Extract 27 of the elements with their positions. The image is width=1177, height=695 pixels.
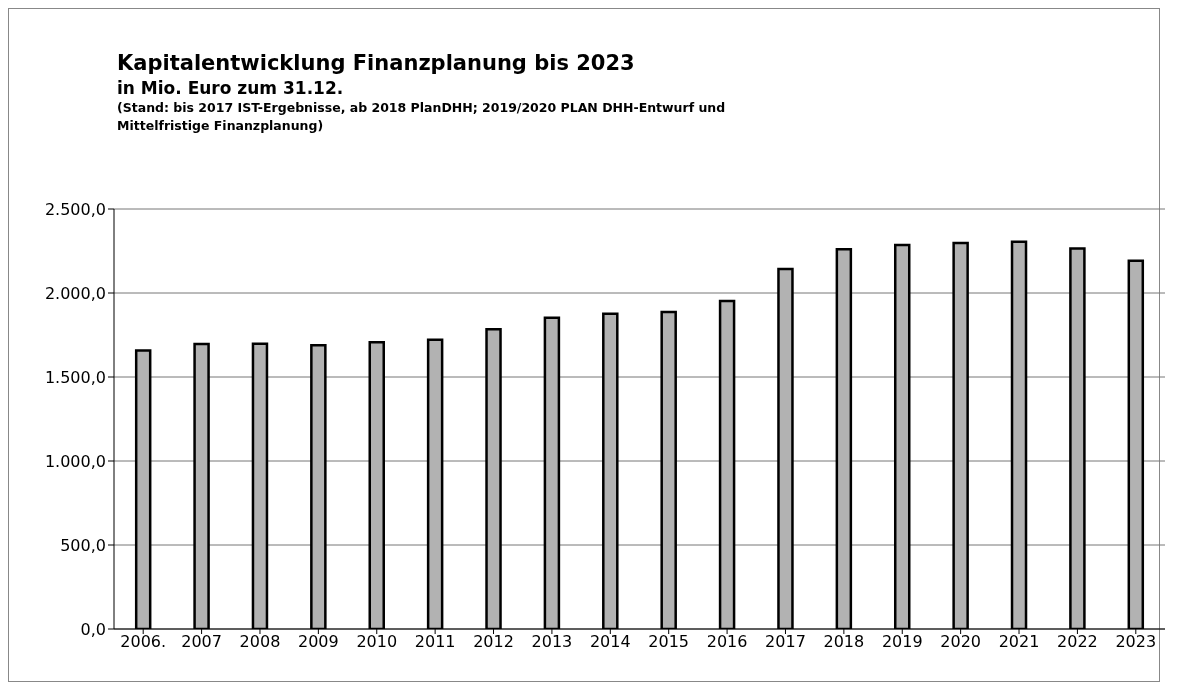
x-tick-label: 2013 (531, 632, 573, 652)
x-tick-label: 2023 (1115, 632, 1157, 652)
x-tick-label: 2015 (648, 632, 690, 652)
x-tick-label: 2018 (823, 632, 865, 652)
x-tick-label: 2022 (1057, 632, 1098, 652)
x-tick-label: 2014 (589, 632, 631, 652)
chart-subtitle: in Mio. Euro zum 31.12. (117, 77, 345, 99)
x-tick-label: 2016 (706, 632, 748, 652)
y-tick-label: 0,0 (80, 619, 106, 639)
x-tick-label: 2021 (998, 632, 1040, 652)
x-tick-label: 2012 (473, 632, 514, 652)
x-tick-label: 2007 (181, 632, 222, 652)
x-tick-label: 2010 (356, 632, 398, 652)
x-tick-label: 2006. (120, 632, 167, 652)
x-tick-label: 2011 (414, 632, 456, 652)
y-tick-label: 2.500,0 (44, 199, 106, 219)
y-tick-label: 1.000,0 (44, 451, 106, 471)
y-tick-label: 1.500,0 (44, 367, 106, 387)
x-tick-label: 2019 (881, 632, 923, 652)
y-tick-label: 500,0 (60, 535, 106, 555)
chart-title: Kapitalentwicklung Finanzplanung bis 2023 (117, 50, 636, 77)
text: (Stand: bis 2017 IST-Ergebnisse, ab 2018 PlanDHH; 2019/2020 PLAN DHH-Entwurf und Mittelfristige Finanzplanung) (117, 99, 727, 135)
x-tick-label: 2008 (239, 632, 281, 652)
x-tick-label: 2017 (765, 632, 806, 652)
x-tick-label: 2020 (940, 632, 981, 652)
x-tick-label: 2009 (298, 632, 339, 652)
y-tick-label: 2.000,0 (44, 283, 106, 303)
